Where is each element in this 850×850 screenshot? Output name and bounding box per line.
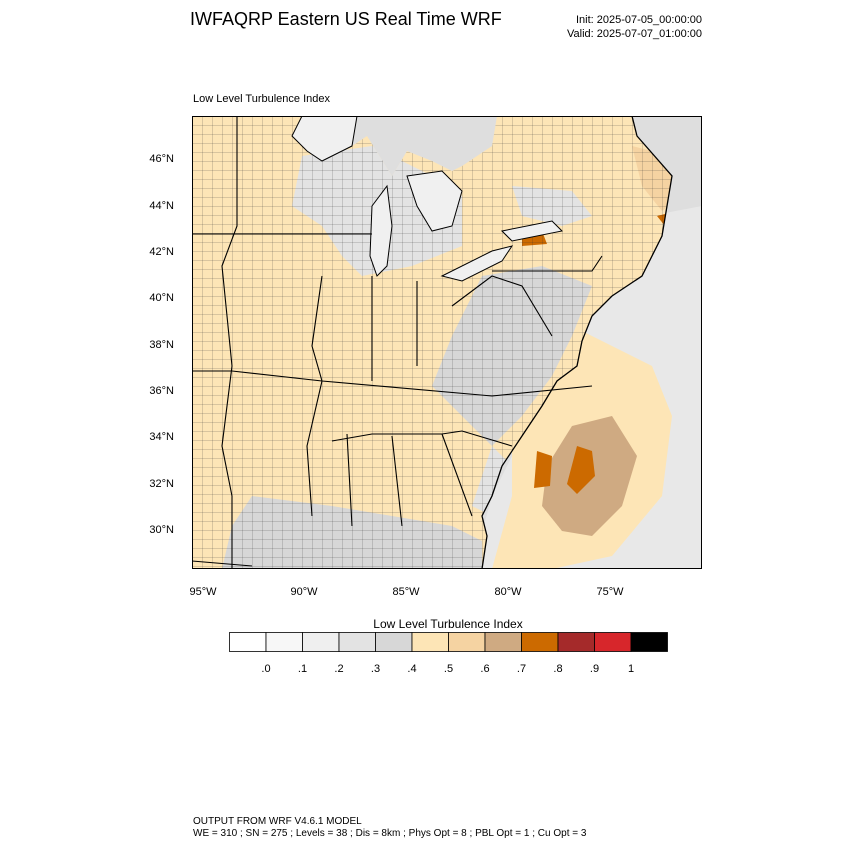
colorbar-title: Low Level Turbulence Index: [373, 617, 523, 631]
colorbar-box: [557, 632, 595, 652]
offshore-turbulence-high-2: [567, 446, 595, 494]
colorbar-box: [484, 632, 522, 652]
model-version: OUTPUT FROM WRF V4.6.1 MODEL: [193, 816, 362, 827]
colorbar-box: [521, 632, 559, 652]
colorbar-box: [302, 632, 340, 652]
lon-label-90w: 90°W: [290, 586, 318, 598]
lake-huron: [406, 170, 463, 232]
lake-erie: [440, 245, 514, 282]
lat-label-42n: 42°N: [149, 246, 174, 258]
state-lines-south: [346, 433, 473, 527]
colorbar-label: 1: [627, 663, 635, 675]
time-info: Init: 2025-07-05_00:00:00 Valid: 2025-07…: [567, 13, 702, 41]
colorbar-label: .4: [407, 663, 417, 675]
lat-label-30n: 30°N: [149, 524, 174, 536]
state-line-pennsylvania: [492, 255, 603, 272]
lat-label-36n: 36°N: [149, 385, 174, 397]
colorbar: [229, 632, 668, 652]
colorbar-box: [229, 632, 267, 652]
colorbar-box: [265, 632, 303, 652]
colorbar-box: [630, 632, 668, 652]
lat-label-44n: 44°N: [149, 200, 174, 212]
init-time: Init: 2025-07-05_00:00:00: [576, 14, 702, 26]
colorbar-label: .1: [297, 663, 308, 675]
lon-label-80w: 80°W: [494, 586, 522, 598]
state-line-louisiana: [192, 560, 253, 567]
colorbar-box: [375, 632, 413, 652]
colorbar-label: .8: [553, 663, 563, 675]
lon-label-85w: 85°W: [392, 586, 420, 598]
lat-label-40n: 40°N: [149, 292, 174, 304]
state-line-ohio-river: [451, 275, 553, 337]
model-config: WE = 310 ; SN = 275 ; Levels = 38 ; Dis …: [193, 828, 587, 839]
colorbar-box: [448, 632, 486, 652]
lat-label-46n: 46°N: [149, 153, 174, 165]
lat-label-38n: 38°N: [149, 339, 174, 351]
colorbar-label: .5: [443, 663, 454, 675]
panel-title: Low Level Turbulence Index: [193, 93, 330, 105]
colorbar-label: .9: [589, 663, 600, 675]
offshore-turbulence-high-1: [534, 451, 552, 488]
lake-superior: [291, 116, 358, 162]
lon-label-95w: 95°W: [189, 586, 217, 598]
lake-michigan: [369, 184, 393, 277]
colorbar-label: .2: [334, 663, 344, 675]
colorbar-box: [411, 632, 449, 652]
state-line-carolinas: [331, 430, 513, 447]
state-line-west: [221, 116, 238, 569]
colorbar-label: .6: [480, 663, 490, 675]
colorbar-label: .0: [261, 663, 271, 675]
lat-label-34n: 34°N: [149, 431, 174, 443]
lake-ontario: [500, 220, 564, 242]
state-line-mississippi: [306, 275, 323, 517]
turbulence-map: [192, 116, 702, 569]
colorbar-box: [594, 632, 632, 652]
model-info: OUTPUT FROM WRF V4.6.1 MODEL WE = 310 ; …: [193, 816, 586, 840]
colorbar-label: .7: [516, 663, 527, 675]
lat-label-32n: 32°N: [149, 478, 174, 490]
coastline: [192, 116, 673, 569]
plot-title: IWFAQRP Eastern US Real Time WRF: [190, 9, 502, 29]
colorbar-box: [338, 632, 376, 652]
colorbar-label: .3: [370, 663, 381, 675]
map-frame: [192, 116, 702, 569]
valid-time: Valid: 2025-07-07_01:00:00: [567, 28, 702, 40]
lon-label-75w: 75°W: [596, 586, 624, 598]
